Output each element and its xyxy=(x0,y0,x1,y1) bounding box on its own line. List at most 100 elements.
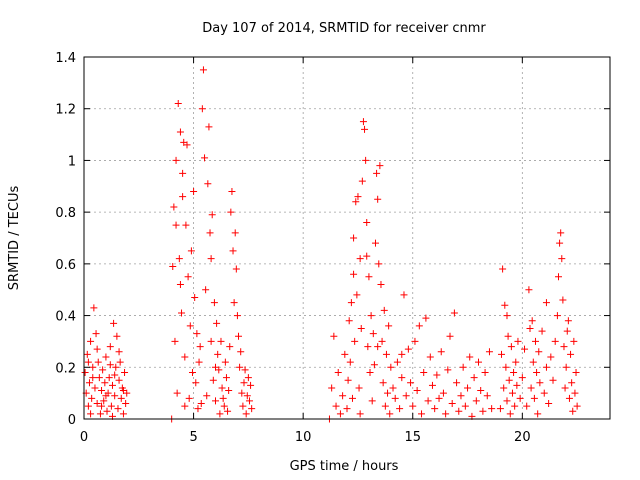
data-point xyxy=(350,234,358,242)
data-point xyxy=(245,397,253,405)
data-point xyxy=(336,410,344,418)
data-point xyxy=(343,405,351,413)
data-point xyxy=(551,337,559,345)
data-point xyxy=(556,239,564,247)
data-point xyxy=(404,345,412,353)
data-point xyxy=(231,229,239,237)
data-point xyxy=(400,291,408,299)
data-point xyxy=(538,327,546,335)
data-point xyxy=(248,405,256,413)
data-point xyxy=(363,218,371,226)
data-point xyxy=(507,343,515,351)
data-point xyxy=(481,368,489,376)
data-point xyxy=(530,394,538,402)
y-tick-label: 1.2 xyxy=(55,103,76,118)
x-tick-label: 20 xyxy=(514,430,531,445)
data-point xyxy=(542,299,550,307)
data-point xyxy=(391,394,399,402)
data-point xyxy=(217,337,225,345)
data-point xyxy=(384,389,392,397)
data-point xyxy=(536,379,544,387)
data-point xyxy=(521,345,529,353)
data-point xyxy=(428,381,436,389)
data-point xyxy=(108,381,116,389)
data-point xyxy=(207,337,215,345)
data-point xyxy=(225,387,233,395)
data-point xyxy=(121,368,129,376)
data-point xyxy=(357,325,365,332)
data-point xyxy=(89,363,97,371)
data-point xyxy=(172,221,180,229)
data-point xyxy=(457,392,465,400)
data-point xyxy=(346,358,354,366)
data-point xyxy=(170,203,178,211)
data-point xyxy=(241,366,249,374)
data-point xyxy=(573,402,581,410)
data-point xyxy=(220,402,228,410)
data-point xyxy=(173,389,181,397)
data-point xyxy=(444,366,452,374)
data-point xyxy=(370,361,378,369)
data-point xyxy=(535,348,543,356)
data-point xyxy=(351,337,359,345)
data-point xyxy=(554,273,562,281)
data-point xyxy=(334,368,342,376)
data-point xyxy=(242,410,250,418)
data-point xyxy=(437,348,445,356)
data-point xyxy=(84,402,92,410)
data-point xyxy=(197,399,205,407)
data-point xyxy=(570,337,578,345)
data-point xyxy=(527,384,535,392)
data-point xyxy=(116,358,124,366)
data-point xyxy=(230,299,238,307)
data-point xyxy=(483,392,491,400)
data-point xyxy=(93,399,101,407)
data-point xyxy=(382,350,390,358)
data-point xyxy=(87,410,95,418)
data-point xyxy=(339,392,347,400)
data-point xyxy=(560,343,568,351)
data-point xyxy=(233,312,241,320)
data-point xyxy=(201,154,209,162)
data-point xyxy=(366,368,374,376)
data-point xyxy=(232,265,240,273)
data-point xyxy=(378,337,386,345)
data-point xyxy=(181,402,189,410)
data-point xyxy=(472,397,480,405)
data-point xyxy=(369,330,377,338)
data-point xyxy=(198,105,206,113)
data-point xyxy=(91,384,99,392)
data-point xyxy=(239,402,247,410)
data-point xyxy=(356,410,364,418)
data-point xyxy=(453,379,461,387)
data-point xyxy=(88,394,96,402)
data-point xyxy=(389,384,397,392)
data-point xyxy=(459,363,467,371)
data-point xyxy=(100,397,108,405)
data-point xyxy=(105,374,113,382)
data-point xyxy=(407,379,415,387)
data-point xyxy=(496,405,504,413)
data-point xyxy=(90,304,98,312)
data-point xyxy=(373,169,381,177)
data-point xyxy=(365,273,373,281)
data-point xyxy=(363,252,371,260)
data-point xyxy=(439,389,447,397)
data-point xyxy=(358,177,366,185)
data-point xyxy=(374,195,382,203)
data-point xyxy=(114,405,122,413)
data-point xyxy=(375,260,383,268)
data-point xyxy=(424,397,432,405)
y-tick-label: 1.4 xyxy=(55,51,76,66)
data-point xyxy=(112,363,120,371)
data-point xyxy=(542,363,550,371)
data-point xyxy=(381,402,389,410)
data-point xyxy=(212,397,219,405)
data-point xyxy=(450,309,458,317)
data-point xyxy=(398,374,406,382)
data-point xyxy=(508,389,516,397)
data-point xyxy=(567,350,575,358)
data-point xyxy=(110,319,118,327)
data-point xyxy=(181,353,189,361)
data-point xyxy=(353,291,361,299)
